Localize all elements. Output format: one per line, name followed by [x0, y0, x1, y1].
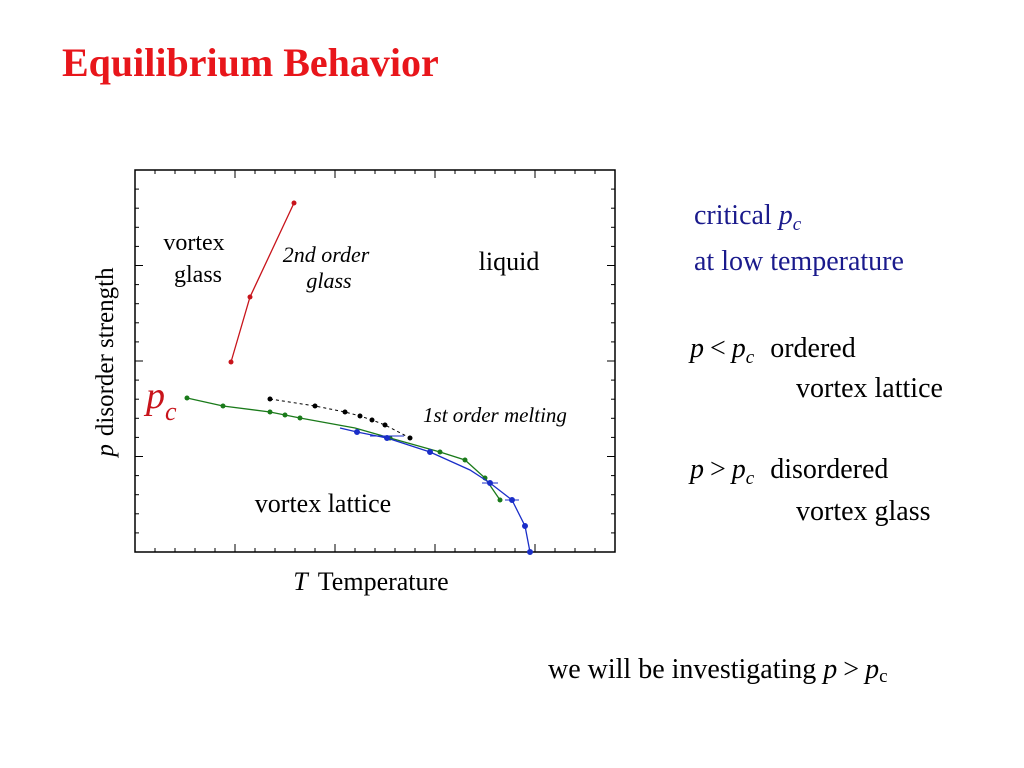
- relation: >: [843, 654, 859, 685]
- melting-points: [267, 396, 413, 441]
- text: we will be investigating: [548, 654, 816, 685]
- green-line: [186, 397, 501, 501]
- label: ordered: [770, 333, 856, 364]
- line-label: 1st order melting: [423, 403, 567, 427]
- notes: critical pc at low temperature p < pc ordere…: [548, 200, 943, 687]
- phase-diagram: vortex glass 2nd order glass liquid 1st …: [92, 169, 616, 596]
- note-line: critical pc: [694, 200, 802, 235]
- label: Temperature: [318, 567, 449, 596]
- footer: we will be investigating p > pc: [548, 654, 888, 687]
- region-label: glass: [174, 262, 222, 288]
- symbol: T: [293, 567, 309, 596]
- region-label: vortex lattice: [255, 489, 391, 518]
- text: critical: [694, 200, 772, 231]
- pc-label: pc: [143, 375, 177, 426]
- subscript: c: [165, 397, 177, 426]
- symbol: p: [777, 200, 793, 231]
- note-line: p > pc disordered: [688, 454, 888, 489]
- blue-points: [354, 429, 533, 555]
- melting-line-dashed: [269, 398, 411, 439]
- slide-title: Equilibrium Behavior: [62, 40, 439, 85]
- symbol: p: [143, 375, 165, 417]
- subscript: c: [879, 666, 887, 687]
- blue-line: [339, 427, 531, 553]
- symbol: p: [92, 444, 119, 459]
- symbol: p: [688, 333, 704, 364]
- relation: <: [710, 333, 726, 364]
- note-line: at low temperature: [694, 246, 904, 277]
- subscript: c: [746, 347, 755, 368]
- label: disordered: [770, 454, 888, 485]
- symbol: p: [688, 454, 704, 485]
- relation: >: [710, 454, 726, 485]
- note-line: vortex lattice: [796, 373, 943, 404]
- frame-ticks: [135, 170, 616, 552]
- y-axis-label: p disorder strength: [92, 267, 119, 459]
- region-label: vortex: [163, 230, 224, 256]
- symbol: p: [730, 454, 746, 485]
- symbol: p: [863, 654, 879, 685]
- x-axis-label: T Temperature: [293, 567, 448, 596]
- region-label: glass: [306, 268, 351, 293]
- second-order-points: [228, 200, 297, 365]
- region-label: 2nd order: [283, 242, 370, 267]
- symbol: p: [730, 333, 746, 364]
- subscript: c: [793, 214, 802, 235]
- region-label: liquid: [479, 247, 540, 276]
- symbol: p: [821, 654, 837, 685]
- second-order-line: [230, 202, 295, 363]
- label: disorder strength: [92, 267, 119, 436]
- subscript: c: [746, 468, 755, 489]
- note-line: p < pc ordered: [688, 333, 856, 368]
- note-line: vortex glass: [796, 496, 931, 527]
